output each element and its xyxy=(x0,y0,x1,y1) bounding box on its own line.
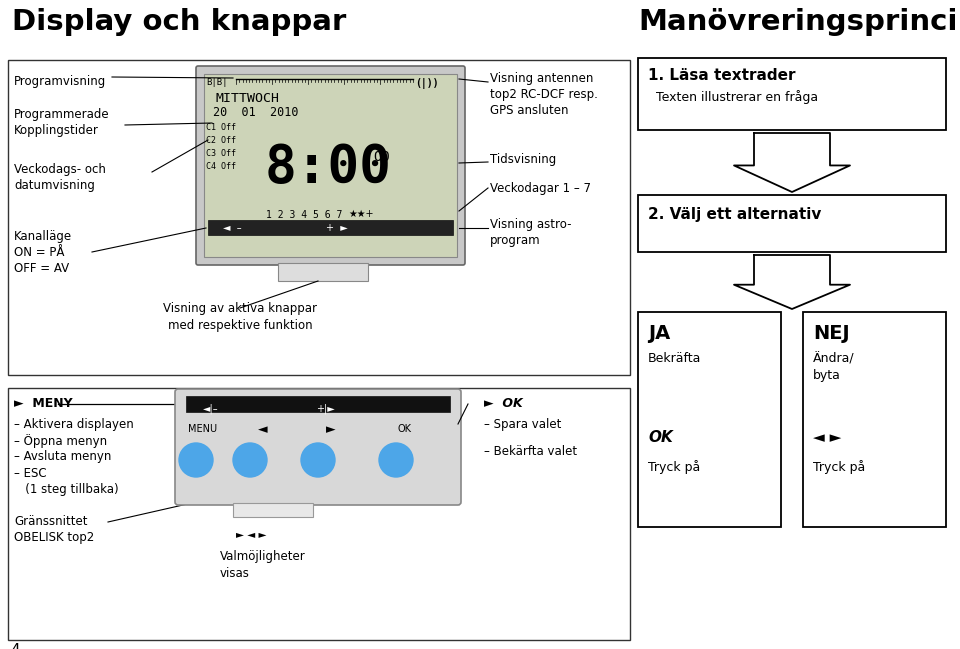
Text: ►  MENY: ► MENY xyxy=(14,397,73,410)
Text: Valmöjligheter
visas: Valmöjligheter visas xyxy=(220,550,305,580)
Text: 1 2 3 4 5 6 7: 1 2 3 4 5 6 7 xyxy=(266,210,343,220)
FancyBboxPatch shape xyxy=(278,263,368,281)
Text: MENU: MENU xyxy=(188,424,217,434)
Text: 4: 4 xyxy=(10,643,19,649)
Text: +|►: +|► xyxy=(316,403,335,413)
FancyBboxPatch shape xyxy=(638,58,946,130)
FancyBboxPatch shape xyxy=(638,312,781,527)
FancyBboxPatch shape xyxy=(803,312,946,527)
Text: – Öppna menyn: – Öppna menyn xyxy=(14,434,108,448)
Text: Programvisning: Programvisning xyxy=(14,75,107,88)
Circle shape xyxy=(233,443,267,477)
Text: Bekräfta: Bekräfta xyxy=(648,352,702,365)
Text: Tryck på: Tryck på xyxy=(813,460,865,474)
Text: C2 Off: C2 Off xyxy=(206,136,236,145)
Text: – Avsluta menyn: – Avsluta menyn xyxy=(14,450,111,463)
Text: ◄|–: ◄|– xyxy=(203,403,219,413)
Text: OK: OK xyxy=(398,424,412,434)
Text: Visning astro-
program: Visning astro- program xyxy=(490,218,571,247)
Text: Visning antennen
top2 RC-DCF resp.
GPS ansluten: Visning antennen top2 RC-DCF resp. GPS a… xyxy=(490,72,598,117)
Text: – Aktivera displayen: – Aktivera displayen xyxy=(14,418,133,431)
Text: Visning av aktiva knappar
med respektive funktion: Visning av aktiva knappar med respektive… xyxy=(163,302,317,332)
FancyBboxPatch shape xyxy=(208,220,453,235)
Polygon shape xyxy=(734,133,850,192)
FancyBboxPatch shape xyxy=(233,503,313,517)
Text: – Bekärfta valet: – Bekärfta valet xyxy=(484,445,577,458)
Text: B|B|: B|B| xyxy=(206,78,228,87)
Text: 20  01  2010: 20 01 2010 xyxy=(213,106,299,119)
Text: MITTWOCH: MITTWOCH xyxy=(216,92,280,105)
FancyBboxPatch shape xyxy=(8,388,630,640)
Text: Kanalläge
ON = PÅ
OFF = AV: Kanalläge ON = PÅ OFF = AV xyxy=(14,230,72,275)
Text: Gränssnittet
OBELISK top2: Gränssnittet OBELISK top2 xyxy=(14,515,94,544)
Text: ►  OK: ► OK xyxy=(484,397,522,410)
Text: ► ◄ ►: ► ◄ ► xyxy=(236,530,267,540)
Text: OK: OK xyxy=(648,430,673,445)
Text: Veckodags- och
datumvisning: Veckodags- och datumvisning xyxy=(14,163,106,192)
Text: NEJ: NEJ xyxy=(813,324,850,343)
Text: (|)): (|)) xyxy=(415,78,439,89)
Text: Tryck på: Tryck på xyxy=(648,460,700,474)
FancyBboxPatch shape xyxy=(186,396,450,412)
Text: 8:00: 8:00 xyxy=(265,142,392,194)
Text: ◄ ►: ◄ ► xyxy=(813,430,841,445)
Text: 2. Välj ett alternativ: 2. Välj ett alternativ xyxy=(648,207,822,222)
Text: ★★+: ★★+ xyxy=(348,209,373,219)
FancyBboxPatch shape xyxy=(8,60,630,375)
FancyBboxPatch shape xyxy=(204,74,457,257)
Circle shape xyxy=(179,443,213,477)
Text: Veckodagar 1 – 7: Veckodagar 1 – 7 xyxy=(490,182,591,195)
Text: +  ►: + ► xyxy=(326,223,348,233)
Text: ◄: ◄ xyxy=(258,423,268,436)
Text: – ESC
   (1 steg tillbaka): – ESC (1 steg tillbaka) xyxy=(14,467,119,496)
Text: C3 Off: C3 Off xyxy=(206,149,236,158)
Text: Texten illustrerar en fråga: Texten illustrerar en fråga xyxy=(656,90,818,104)
Text: Ändra/
byta: Ändra/ byta xyxy=(813,352,854,382)
Text: 1. Läsa textrader: 1. Läsa textrader xyxy=(648,68,796,83)
Polygon shape xyxy=(734,255,850,309)
Text: Tidsvisning: Tidsvisning xyxy=(490,153,556,166)
Text: JA: JA xyxy=(648,324,670,343)
Text: ►: ► xyxy=(326,423,336,436)
FancyBboxPatch shape xyxy=(175,389,461,505)
Text: – Spara valet: – Spara valet xyxy=(484,418,562,431)
Text: Programmerade
Kopplingstider: Programmerade Kopplingstider xyxy=(14,108,109,137)
FancyBboxPatch shape xyxy=(638,195,946,252)
Text: Display och knappar: Display och knappar xyxy=(12,8,347,36)
FancyBboxPatch shape xyxy=(196,66,465,265)
Text: OO: OO xyxy=(373,150,390,164)
Circle shape xyxy=(301,443,335,477)
Text: ◄  –: ◄ – xyxy=(223,223,242,233)
Text: Manövreringsprincip: Manövreringsprincip xyxy=(638,8,960,36)
Text: C1 Off: C1 Off xyxy=(206,123,236,132)
Text: C4 Off: C4 Off xyxy=(206,162,236,171)
Circle shape xyxy=(379,443,413,477)
